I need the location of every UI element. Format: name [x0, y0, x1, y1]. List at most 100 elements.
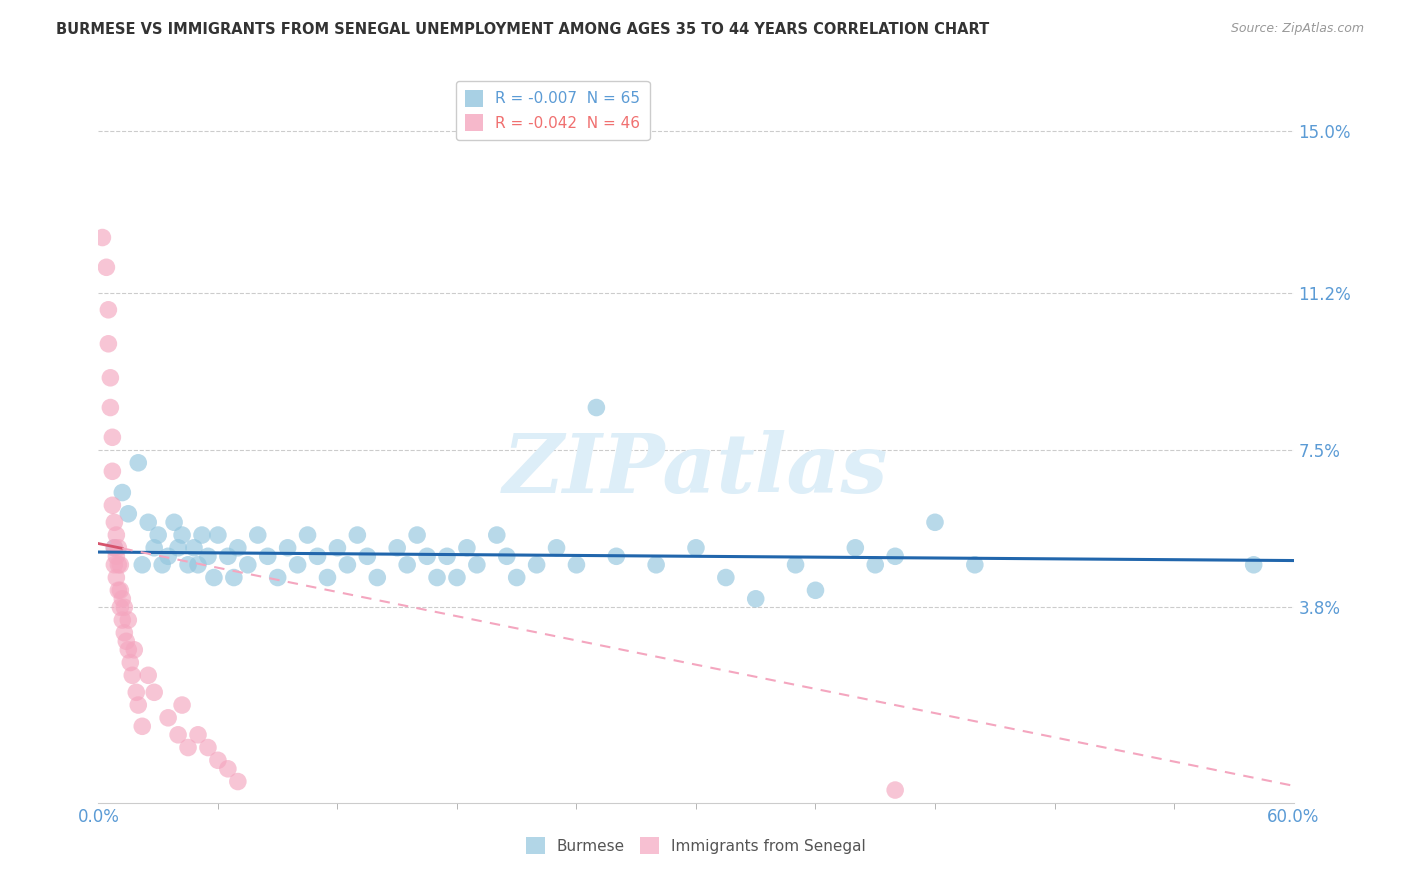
Point — [526, 558, 548, 572]
Point — [645, 558, 668, 572]
Legend: Burmese, Immigrants from Senegal: Burmese, Immigrants from Senegal — [520, 831, 872, 860]
Point — [226, 541, 249, 555]
Point — [585, 401, 607, 415]
Point — [136, 668, 159, 682]
Point — [485, 528, 508, 542]
Point — [963, 558, 986, 572]
Point — [183, 541, 205, 555]
Point — [685, 541, 707, 555]
Point — [446, 570, 468, 584]
Point — [226, 774, 249, 789]
Point — [105, 549, 128, 564]
Point — [103, 541, 125, 555]
Point — [143, 685, 166, 699]
Point — [105, 528, 128, 542]
Point — [150, 558, 173, 572]
Point — [101, 430, 124, 444]
Point — [346, 528, 368, 542]
Point — [605, 549, 627, 564]
Point — [187, 728, 209, 742]
Point — [101, 464, 124, 478]
Point — [157, 711, 180, 725]
Point — [172, 698, 194, 712]
Point — [307, 549, 329, 564]
Point — [115, 634, 138, 648]
Point — [366, 570, 388, 584]
Point — [105, 570, 128, 584]
Point — [465, 558, 488, 572]
Point — [136, 516, 159, 530]
Point — [191, 528, 214, 542]
Point — [112, 625, 135, 640]
Point — [131, 719, 153, 733]
Point — [197, 740, 219, 755]
Point — [103, 558, 125, 572]
Point — [103, 541, 125, 555]
Point — [163, 516, 186, 530]
Point — [396, 558, 419, 572]
Point — [127, 456, 149, 470]
Point — [336, 558, 359, 572]
Point — [546, 541, 568, 555]
Point — [98, 371, 122, 385]
Point — [96, 260, 118, 275]
Point — [110, 558, 132, 572]
Point — [187, 558, 209, 572]
Point — [297, 528, 319, 542]
Point — [236, 558, 259, 572]
Point — [157, 549, 180, 564]
Point — [124, 642, 146, 657]
Point — [385, 541, 409, 555]
Point — [884, 783, 907, 797]
Point — [107, 541, 129, 555]
Point — [202, 570, 225, 584]
Point — [565, 558, 588, 572]
Point — [495, 549, 517, 564]
Point — [267, 570, 290, 584]
Point — [107, 583, 129, 598]
Point — [177, 740, 200, 755]
Point — [865, 558, 887, 572]
Point — [884, 549, 907, 564]
Point — [207, 528, 229, 542]
Point — [416, 549, 439, 564]
Point — [111, 613, 134, 627]
Point — [110, 583, 132, 598]
Point — [924, 516, 946, 530]
Point — [97, 336, 120, 351]
Point — [112, 600, 135, 615]
Text: ZIPatlas: ZIPatlas — [503, 431, 889, 510]
Point — [167, 541, 190, 555]
Point — [426, 570, 449, 584]
Point — [110, 600, 132, 615]
Point — [131, 558, 153, 572]
Point — [316, 570, 339, 584]
Point — [326, 541, 349, 555]
Point — [111, 485, 134, 500]
Point — [277, 541, 299, 555]
Point — [148, 528, 170, 542]
Point — [107, 558, 129, 572]
Point — [167, 728, 190, 742]
Point — [436, 549, 458, 564]
Point — [121, 668, 143, 682]
Point — [222, 570, 245, 584]
Point — [97, 302, 120, 317]
Point — [111, 591, 134, 606]
Point — [785, 558, 807, 572]
Point — [120, 656, 142, 670]
Point — [246, 528, 269, 542]
Point — [207, 753, 229, 767]
Point — [125, 685, 148, 699]
Point — [1243, 558, 1265, 572]
Point — [103, 516, 125, 530]
Point — [91, 230, 114, 244]
Point — [714, 570, 737, 584]
Point — [117, 613, 139, 627]
Text: Source: ZipAtlas.com: Source: ZipAtlas.com — [1230, 22, 1364, 36]
Point — [177, 558, 200, 572]
Point — [506, 570, 529, 584]
Point — [117, 507, 139, 521]
Point — [172, 528, 194, 542]
Point — [256, 549, 278, 564]
